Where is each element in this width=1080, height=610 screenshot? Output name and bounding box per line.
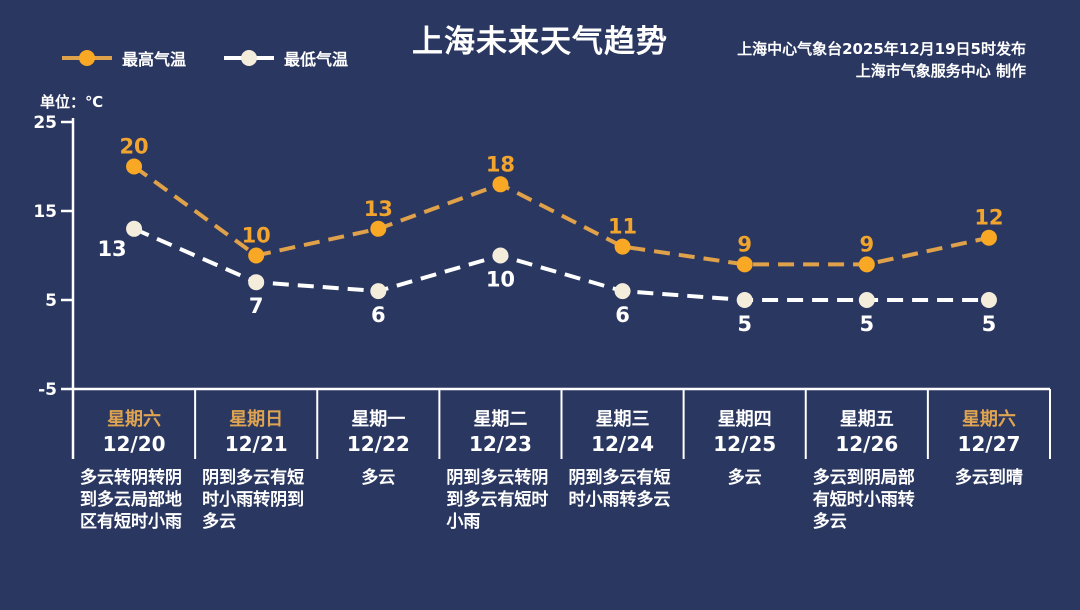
weekday-label: 星期六 xyxy=(107,409,162,430)
low-temp-value-label: 6 xyxy=(371,303,386,327)
weather-description: 多云到晴 xyxy=(954,468,1023,488)
low-temp-value-label: 5 xyxy=(860,312,875,336)
low-temp-value-label: 10 xyxy=(486,268,515,292)
high-temp-value-label: 9 xyxy=(737,232,752,256)
legend-item-high-temp: 最高气温 xyxy=(60,46,186,70)
weather-description: 阴到多云转阴到多云有短时小雨 xyxy=(446,468,549,532)
weekday-label: 星期一 xyxy=(351,409,406,430)
high-temp-marker xyxy=(492,176,509,193)
low-temp-line xyxy=(133,226,989,302)
forecast-column: 星期六 12/20 多云转阴转阴到多云局部地区有短时小雨 xyxy=(73,389,195,533)
high-temp-value-label: 11 xyxy=(608,215,637,239)
date-label: 12/21 xyxy=(224,432,288,456)
forecast-column: 星期四 12/25 多云 xyxy=(684,389,806,533)
date-label: 12/23 xyxy=(468,432,532,456)
low-temp-value-label: 5 xyxy=(737,312,752,336)
weekday-label: 星期三 xyxy=(595,409,650,430)
low-temp-marker xyxy=(370,283,387,300)
chart-legend: 最高气温 最低气温 xyxy=(60,46,348,70)
forecast-table: 星期六 12/20 多云转阴转阴到多云局部地区有短时小雨 星期日 12/21 阴到多云有短… xyxy=(73,389,1050,533)
page-title: 上海未来天气趋势 xyxy=(412,24,668,60)
forecast-column: 星期三 12/24 阴到多云有短时小雨转多云 xyxy=(562,389,684,533)
y-tick-label: 5 xyxy=(45,291,57,311)
low-temp-value-label: 7 xyxy=(249,294,264,318)
y-tick-label: 15 xyxy=(33,202,57,222)
forecast-column: 星期二 12/23 阴到多云转阴到多云有短时小雨 xyxy=(439,389,561,533)
weather-description: 多云到阴局部有短时小雨转多云 xyxy=(812,468,915,532)
low-temp-legend-marker-icon xyxy=(224,50,275,66)
date-label: 12/22 xyxy=(346,432,410,456)
low-temp-marker xyxy=(614,283,631,300)
low-temp-legend-dot xyxy=(241,50,258,66)
low-temp-marker xyxy=(980,292,997,308)
legend-label-high-temp: 最高气温 xyxy=(122,50,187,69)
date-label: 12/24 xyxy=(591,432,655,456)
high-temp-marker xyxy=(858,256,875,273)
low-temp-value-label: 6 xyxy=(615,303,630,327)
high-temp-marker xyxy=(370,220,387,237)
high-temp-marker xyxy=(248,247,265,264)
low-temp-value-label: 5 xyxy=(982,312,997,336)
forecast-column: 星期五 12/26 多云到阴局部有短时小雨转多云 xyxy=(806,389,928,533)
y-tick-label: -5 xyxy=(38,380,57,400)
source-info: 上海中心气象台2025年12月19日5时发布 上海市气象服务中心 制作 xyxy=(737,38,1026,82)
high-temp-marker xyxy=(614,238,631,255)
date-label: 12/26 xyxy=(835,432,899,456)
low-temp-marker xyxy=(492,247,509,264)
forecast-column: 星期一 12/22 多云 xyxy=(317,389,439,533)
low-temp-value-label: 13 xyxy=(97,237,126,261)
high-temp-marker xyxy=(980,229,997,246)
source-line-1: 上海中心气象台2025年12月19日5时发布 xyxy=(737,40,1026,58)
low-temp-marker xyxy=(736,292,753,308)
forecast-column: 星期日 12/21 阴到多云有短时小雨转阴到多云 xyxy=(195,389,317,533)
weekday-label: 星期四 xyxy=(717,409,772,430)
high-temp-value-label: 13 xyxy=(364,197,393,221)
high-temp-value-label: 12 xyxy=(974,206,1003,230)
high-temp-value-label: 9 xyxy=(860,232,875,256)
high-temp-value-label: 18 xyxy=(486,152,515,176)
date-label: 12/27 xyxy=(957,432,1021,456)
low-temp-marker xyxy=(248,274,265,291)
weather-description: 阴到多云有短时小雨转多云 xyxy=(568,468,671,510)
unit-label: 单位：℃ xyxy=(40,93,104,111)
high-temp-value-label: 20 xyxy=(119,135,148,159)
legend-label-low-temp: 最低气温 xyxy=(284,50,349,69)
low-temp-marker xyxy=(858,292,875,308)
low-temp-marker xyxy=(126,220,143,237)
high-temp-legend-dot xyxy=(79,50,95,66)
weather-description: 阴到多云有短时小雨转阴到多云 xyxy=(202,468,305,532)
high-temp-value-label: 10 xyxy=(242,224,271,248)
high-temp-marker xyxy=(736,256,753,273)
weekday-label: 星期六 xyxy=(961,409,1016,430)
legend-item-low-temp: 最低气温 xyxy=(222,46,348,70)
weather-description: 多云转阴转阴到多云局部地区有短时小雨 xyxy=(80,468,182,532)
weekday-label: 星期五 xyxy=(839,409,894,430)
weekday-label: 星期日 xyxy=(229,409,284,430)
weather-description: 多云 xyxy=(361,468,396,488)
weather-description: 多云 xyxy=(727,468,762,488)
date-label: 12/20 xyxy=(102,432,166,456)
source-line-2: 上海市气象服务中心 制作 xyxy=(855,62,1026,80)
high-temp-legend-marker-icon xyxy=(62,50,112,66)
forecast-column: 星期六 12/27 多云到晴 xyxy=(928,389,1050,533)
high-temp-marker xyxy=(126,158,143,175)
y-tick-label: 25 xyxy=(33,113,57,133)
weekday-label: 星期二 xyxy=(473,409,528,430)
date-label: 12/25 xyxy=(713,432,777,456)
